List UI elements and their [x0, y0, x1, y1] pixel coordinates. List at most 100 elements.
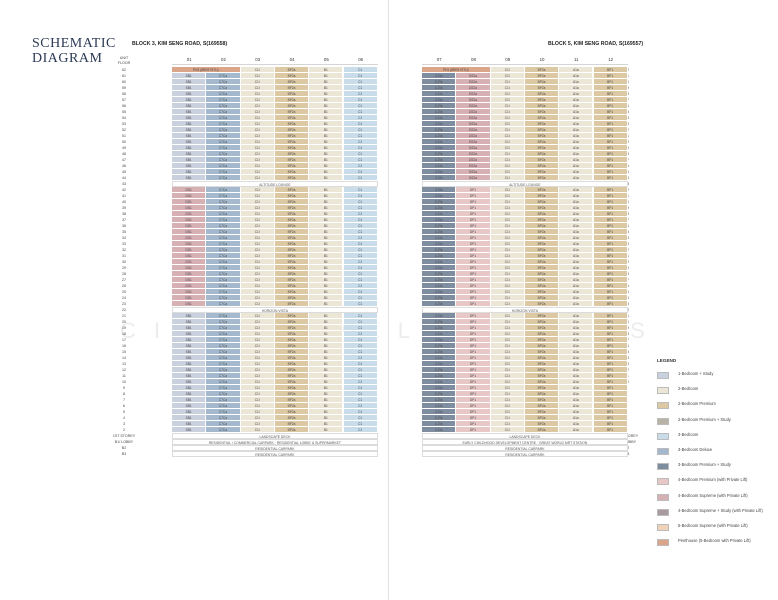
floor-label-8: 8 [123, 392, 125, 396]
floor-label-53: 53 [122, 122, 126, 126]
unit-cell: B1 [309, 217, 344, 223]
unit-cell: C1 [343, 205, 378, 211]
unit-cell: C7Ca [206, 151, 241, 157]
unit-cell: C1Ta [422, 157, 457, 163]
unit-cell: B1 [309, 391, 344, 397]
unit-cell: BP1 [593, 415, 628, 421]
unit-cell: C1 [343, 139, 378, 145]
floor-label-44: 44 [122, 176, 126, 180]
unit-cell: BP1 [593, 163, 628, 169]
legend-label: 4-Bedroom Supreme (with Private Lift) [678, 492, 748, 498]
unit-cell: C7Ca [206, 397, 241, 403]
unit-cell: BP1 [593, 229, 628, 235]
unit-cell: BP1 [593, 337, 628, 343]
unit-cell: BP1 [593, 427, 628, 433]
unit-cell: C1Ta [422, 211, 457, 217]
unit-cell: B1 [309, 283, 344, 289]
unit-cell: C1Ta [422, 397, 457, 403]
unit-cell: BP2a [274, 355, 310, 361]
unit-cell: B1 [309, 289, 344, 295]
unit-cell: BP2a [524, 361, 560, 367]
unit-cell: SB1 [172, 85, 207, 91]
unit-cell: C1I [240, 91, 275, 97]
unit-cell: C1I [240, 67, 275, 73]
unit-cell: C1I [490, 103, 525, 109]
unit-cell: C1 [343, 391, 378, 397]
unit-cell: C1Ta [422, 373, 457, 379]
unit-cell: C7Ca [206, 421, 241, 427]
unit-cell: DS2a [456, 169, 491, 175]
floor-label-51: 51 [122, 134, 126, 138]
b2-right: RESIDENTIAL CARPARK [422, 445, 628, 451]
unit-cell: A1a [559, 235, 594, 241]
floor-label-38: 38 [122, 212, 126, 216]
unit-cell: BP2a [524, 211, 560, 217]
unit-cell: C7Ca [206, 169, 241, 175]
unit-cell: DP1 [456, 325, 491, 331]
unit-cell: A1a [559, 223, 594, 229]
unit-cell: BP1 [593, 385, 628, 391]
unit-cell: BP2a [524, 379, 560, 385]
unit-cell: DP1 [456, 349, 491, 355]
unit-cell: C7Ca [206, 361, 241, 367]
unit-cell: BP1 [593, 379, 628, 385]
floor-label-21: 21 [122, 314, 126, 318]
column-header-04: 04 [289, 57, 295, 62]
unit-cell: C7Ca [206, 367, 241, 373]
legend-item: 2-Bedroom Premium + Study [657, 417, 767, 429]
block-5-title: BLOCK 5, KIM SENG ROAD, S(169557) [548, 41, 644, 47]
header-rule-right [422, 64, 628, 65]
unit-cell: BP1 [593, 325, 628, 331]
unit-cell: BP2a [274, 403, 310, 409]
floor-label-5: 5 [123, 410, 125, 414]
unit-cell: BP1 [593, 205, 628, 211]
legend-swatch [657, 448, 669, 455]
unit-cell: B1 [309, 157, 344, 163]
unit-cell: DS2a [456, 127, 491, 133]
unit-cell: C1I [240, 391, 275, 397]
unit-cell: BP2a [274, 361, 310, 367]
unit-cell: B1 [309, 385, 344, 391]
unit-cell: BP2a [524, 115, 560, 121]
unit-cell: A1a [559, 295, 594, 301]
unit-cell: SB1 [172, 127, 207, 133]
unit-cell: A1a [559, 349, 594, 355]
unit-cell: DP1 [456, 343, 491, 349]
unit-cell: BP2a [524, 325, 560, 331]
unit-cell: BP1 [593, 247, 628, 253]
unit-cell: DP1 [456, 367, 491, 373]
floor-label-58: 58 [122, 92, 126, 96]
legend-swatch [657, 372, 669, 379]
unit-cell: BP2a [524, 229, 560, 235]
floor-label-9: 9 [123, 386, 125, 390]
unit-cell: C1 [343, 163, 378, 169]
unit-cell: BP2a [524, 199, 560, 205]
unit-cell: DS1 [172, 259, 207, 265]
unit-cell: C1 [343, 349, 378, 355]
unit-cell: SB1 [172, 139, 207, 145]
unit-cell: C1I [240, 301, 275, 307]
unit-cell: BP2a [524, 253, 560, 259]
legend-item: 4-Bedroom Supreme (with Private Lift) [657, 493, 767, 505]
unit-cell: DS1 [172, 265, 207, 271]
unit-cell: A1a [559, 301, 594, 307]
unit-cell: B1 [309, 337, 344, 343]
unit-cell: B1 [309, 355, 344, 361]
unit-cell: C7Ca [206, 415, 241, 421]
unit-cell: C1I [490, 415, 525, 421]
unit-cell: C7Ca [206, 163, 241, 169]
floor-label-34: 34 [122, 236, 126, 240]
unit-cell: DS2a [456, 145, 491, 151]
unit-cell: C1I [240, 121, 275, 127]
page-divider [388, 0, 389, 600]
unit-cell: BP2a [274, 373, 310, 379]
unit-cell: BP2a [274, 421, 310, 427]
unit-cell: BP2a [524, 301, 560, 307]
legend-label: 4-Bedroom Premium (with Private Lift) [678, 477, 748, 483]
legend-label: 2-Bedroom Premium [678, 401, 716, 407]
unit-cell: C7Ca [206, 109, 241, 115]
unit-cell: C1I [240, 187, 275, 193]
unit-cell: BP2a [524, 163, 560, 169]
unit-cell: A1a [559, 373, 594, 379]
unit-cell: BP1 [593, 403, 628, 409]
